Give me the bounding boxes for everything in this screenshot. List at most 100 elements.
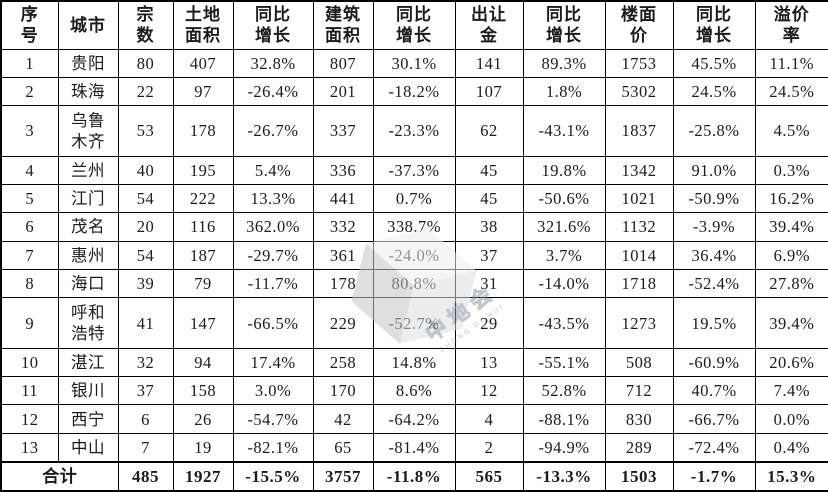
value-cell: 38: [454, 212, 524, 242]
value-cell: 19: [172, 432, 234, 463]
value-cell: -14.0%: [522, 268, 606, 299]
value-cell: 1342: [604, 155, 674, 186]
total-value-cell: 15.3%: [754, 460, 828, 492]
value-cell: 1014: [604, 240, 674, 270]
value-cell: 52.8%: [522, 376, 606, 406]
value-cell: 42: [312, 404, 374, 434]
table-row: 13 中山 7 19 -82.1% 65 -81.4% 2 -94.9% 289 -72.4% 0.4…: [0, 432, 828, 463]
city-cell: 兰州: [57, 155, 119, 186]
value-cell: -52.7%: [372, 297, 456, 349]
value-cell: 141: [454, 48, 524, 78]
value-cell: 24.5%: [672, 76, 756, 107]
value-cell: 332: [312, 212, 374, 242]
column-header: 土地 面积: [172, 0, 234, 50]
table-row: 2 珠海 22 97 -26.4% 201 -18.2% 107 1.8% 5302 24.5% 24…: [0, 76, 828, 107]
value-cell: 27.8%: [754, 268, 828, 299]
value-cell: 0.0%: [754, 404, 828, 434]
value-cell: 80.8%: [372, 268, 456, 299]
value-cell: 11.1%: [754, 48, 828, 78]
city-cell: 海口: [57, 268, 119, 299]
table-row: 3 乌鲁 木齐 53 178 -26.7% 337 -23.3% 62 -43.1% 1837 -2…: [0, 105, 828, 157]
total-value-cell: -13.3%: [522, 460, 606, 492]
value-cell: 258: [312, 347, 374, 378]
city-cell: 贵阳: [57, 48, 119, 78]
header-row: 序 号城市宗 数土地 面积 同比 增长 建筑 面积 同比 增长 出让 金同比 增长 楼面 …: [0, 0, 828, 50]
value-cell: 54: [117, 240, 174, 270]
city-cell: 湛江: [57, 347, 119, 378]
value-cell: 39.4%: [754, 297, 828, 349]
total-label-cell: 合计: [0, 460, 119, 492]
value-cell: 830: [604, 404, 674, 434]
value-cell: 45.5%: [672, 48, 756, 78]
row-number-cell: 9: [0, 297, 59, 349]
value-cell: -37.3%: [372, 155, 456, 186]
value-cell: 178: [312, 268, 374, 299]
value-cell: 170: [312, 376, 374, 406]
value-cell: -26.7%: [232, 105, 314, 157]
value-cell: 22: [117, 76, 174, 107]
column-header: 建筑 面积: [312, 0, 374, 50]
row-number-cell: 4: [0, 155, 59, 186]
column-header: 同比 增长: [672, 0, 756, 50]
value-cell: -23.3%: [372, 105, 456, 157]
value-cell: 407: [172, 48, 234, 78]
city-cell: 乌鲁 木齐: [57, 105, 119, 157]
value-cell: -54.7%: [232, 404, 314, 434]
value-cell: 32: [117, 347, 174, 378]
value-cell: 338.7%: [372, 212, 456, 242]
value-cell: 37: [454, 240, 524, 270]
value-cell: 30.1%: [372, 48, 456, 78]
value-cell: 7: [117, 432, 174, 463]
column-header: 宗 数: [117, 0, 174, 50]
value-cell: -66.7%: [672, 404, 756, 434]
table-header: 序 号城市宗 数土地 面积 同比 增长 建筑 面积 同比 增长 出让 金同比 增长 楼面 …: [0, 0, 828, 50]
value-cell: 26: [172, 404, 234, 434]
value-cell: 40: [117, 155, 174, 186]
table-row: 9 呼和 浩特 41 147 -66.5% 229 -52.7% 29 -43.5% 1273 19…: [0, 297, 828, 349]
value-cell: 222: [172, 183, 234, 214]
value-cell: 3.7%: [522, 240, 606, 270]
value-cell: 7.4%: [754, 376, 828, 406]
table-row: 6 茂名 20 116 362.0% 332 338.7% 38 321.6% 1132 -3.9%…: [0, 212, 828, 242]
value-cell: 1021: [604, 183, 674, 214]
total-value-cell: 3757: [312, 460, 374, 492]
value-cell: 32.8%: [232, 48, 314, 78]
total-value-cell: 565: [454, 460, 524, 492]
table-row: 5 江门 54 222 13.3% 441 0.7% 45 -50.6% 1021 -50.9% 16…: [0, 183, 828, 214]
value-cell: 4: [454, 404, 524, 434]
total-value-cell: 1503: [604, 460, 674, 492]
value-cell: 80: [117, 48, 174, 78]
value-cell: 201: [312, 76, 374, 107]
row-number-cell: 2: [0, 76, 59, 107]
value-cell: 39: [117, 268, 174, 299]
city-cell: 惠州: [57, 240, 119, 270]
value-cell: 91.0%: [672, 155, 756, 186]
value-cell: -81.4%: [372, 432, 456, 463]
value-cell: 3.0%: [232, 376, 314, 406]
value-cell: 1.8%: [522, 76, 606, 107]
value-cell: -88.1%: [522, 404, 606, 434]
value-cell: 807: [312, 48, 374, 78]
table-row: 10 湛江 32 94 17.4% 258 14.8% 13 -55.1% 508 -60.9% 20…: [0, 347, 828, 378]
value-cell: -55.1%: [522, 347, 606, 378]
value-cell: 20: [117, 212, 174, 242]
value-cell: 178: [172, 105, 234, 157]
value-cell: 31: [454, 268, 524, 299]
city-cell: 珠海: [57, 76, 119, 107]
column-header: 同比 增长: [522, 0, 606, 50]
row-number-cell: 7: [0, 240, 59, 270]
value-cell: 79: [172, 268, 234, 299]
total-value-cell: 1927: [172, 460, 234, 492]
city-cell: 中山: [57, 432, 119, 463]
value-cell: 14.8%: [372, 347, 456, 378]
value-cell: 441: [312, 183, 374, 214]
value-cell: 1837: [604, 105, 674, 157]
column-header: 同比 增长: [232, 0, 314, 50]
value-cell: -24.0%: [372, 240, 456, 270]
value-cell: 45: [454, 155, 524, 186]
row-number-cell: 1: [0, 48, 59, 78]
value-cell: 13.3%: [232, 183, 314, 214]
value-cell: -82.1%: [232, 432, 314, 463]
table-row: 7 惠州 54 187 -29.7% 361 -24.0% 37 3.7% 1014 36.4% 6.…: [0, 240, 828, 270]
table-row: 11 银川 37 158 3.0% 170 8.6% 12 52.8% 712 40.7% 7.4%: [0, 376, 828, 406]
